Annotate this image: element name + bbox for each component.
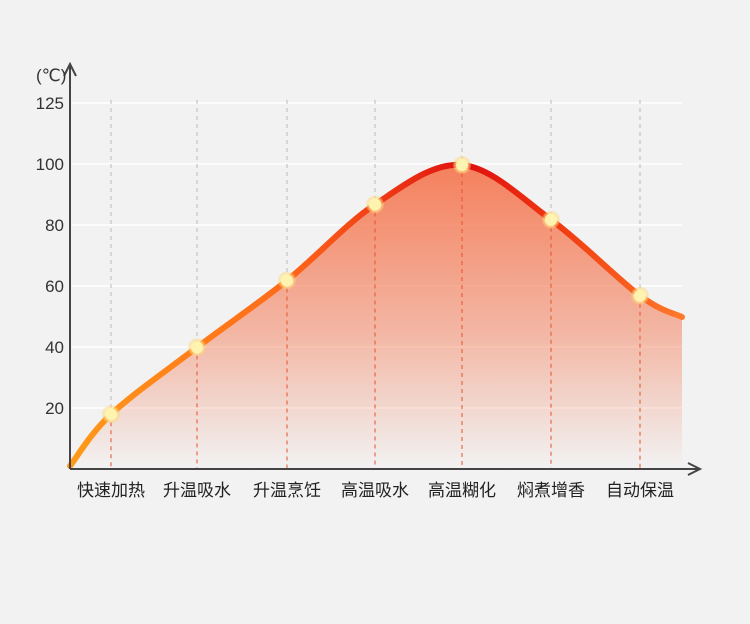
y-axis-arrow-icon (63, 61, 77, 77)
data-point (456, 159, 468, 171)
data-point (105, 408, 117, 421)
x-tick-label: 升温烹饪 (253, 480, 321, 500)
x-tick-label: 高温吸水 (341, 481, 409, 500)
y-tick-label: 100 (36, 155, 64, 174)
x-tick-label: 自动保温 (606, 481, 674, 500)
y-axis-label: (℃) (36, 66, 66, 85)
y-tick-label: 125 (36, 94, 64, 113)
x-tick-label: 焖煮增香 (517, 481, 585, 500)
data-point (191, 341, 203, 354)
x-axis-arrow-icon (687, 462, 703, 476)
data-point (369, 198, 381, 211)
y-tick-label: 20 (45, 399, 64, 418)
y-tick-label: 80 (45, 216, 64, 235)
data-point (545, 213, 557, 226)
data-point (281, 274, 293, 287)
y-tick-label: 60 (45, 277, 64, 296)
x-tick-label: 升温吸水 (163, 481, 231, 500)
y-tick-label: 40 (45, 338, 64, 357)
x-tick-label: 快速加热 (77, 481, 145, 500)
data-point (634, 289, 646, 302)
area-fill (70, 164, 682, 470)
x-tick-label: 高温糊化 (428, 481, 496, 500)
